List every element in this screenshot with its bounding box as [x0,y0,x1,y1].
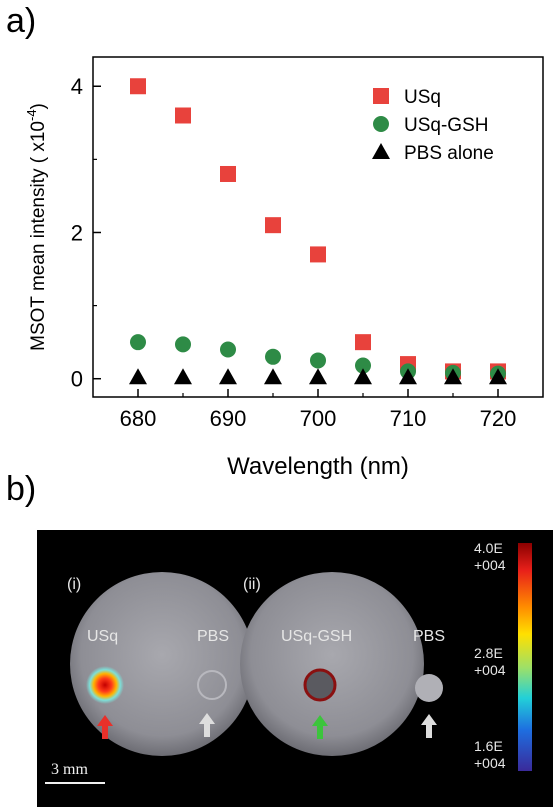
x-tick-label: 690 [210,406,247,431]
point-usq [355,334,371,351]
point-pbs-alone [399,368,417,385]
point-usq [265,217,281,234]
legend-marker-1 [373,116,389,132]
point-pbs-alone [354,368,372,385]
phantom-images [45,543,532,784]
plot-frame [92,56,544,398]
y-tick-label: 2 [71,220,83,245]
point-pbs-alone [219,368,237,385]
point-pbs-alone [129,368,147,385]
point-pbs-alone [309,368,327,385]
label-ii: (ii) [243,576,261,593]
legend-marker-0 [373,88,389,104]
point-usq-gsh [175,336,191,353]
point-usq [175,107,191,124]
gsh-well [303,668,337,702]
pbs-arrow-icon-left [199,713,215,737]
x-tick-label: 710 [390,406,427,431]
point-pbs-alone [444,368,462,385]
usq-arrow-icon [97,715,113,739]
colorbar-mid-label: 2.8E +004 [474,645,506,678]
legend-label-0: USq [404,87,441,108]
label-i: (i) [67,576,82,593]
scale-bar-label: 3 mm [51,761,88,778]
point-usq-gsh [130,334,146,351]
legend-label-1: USq-GSH [404,115,488,136]
phantom-left [70,572,254,756]
colorbar-bottom-label: 1.6E +004 [474,738,506,771]
scatter-chart: 680 690 700 710 720 0 2 4 Wavelength (nm) MSOT me… [24,56,544,480]
label-pbs-right: PBS [413,628,446,645]
x-axis-title: Wavelength (nm) [227,453,409,480]
label-usq: USq [87,628,119,645]
pbs-well-right [415,674,443,702]
legend-marker-2 [372,143,390,159]
usq-hotspot [86,666,124,704]
label-usq-gsh: USq-GSH [281,628,353,645]
point-pbs-alone [174,368,192,385]
x-tick-label: 700 [300,406,337,431]
colorbar-top-label: 4.0E +004 [474,540,506,573]
panel-b-label: b) [6,470,37,508]
label-pbs-left: PBS [197,628,230,645]
pbs-arrow-icon-right [421,714,437,738]
point-usq [310,246,326,263]
y-axis-title: MSOT mean intensity ( x10-4) [24,103,49,351]
panel-a-label: a) [6,2,37,40]
point-usq-gsh [355,357,371,374]
pbs-well-left [197,670,227,700]
x-tick-label: 720 [480,406,517,431]
x-tick-label: 680 [120,406,157,431]
colorbar [518,543,532,771]
point-pbs-alone [489,368,507,385]
point-usq-gsh [220,341,236,358]
point-pbs-alone [264,368,282,385]
phantom-right [240,572,424,756]
point-usq-gsh [265,348,281,365]
y-tick-label: 4 [71,74,83,99]
msot-image-panel: (i) (ii) USq PBS USq-GSH PBS 3 mm 4.0E +0… [37,530,553,807]
point-usq-gsh [310,352,326,369]
point-usq [130,78,146,95]
gsh-arrow-icon [312,715,328,739]
point-usq [220,165,236,182]
legend-label-2: PBS alone [404,143,494,164]
y-tick-label: 0 [71,367,83,392]
